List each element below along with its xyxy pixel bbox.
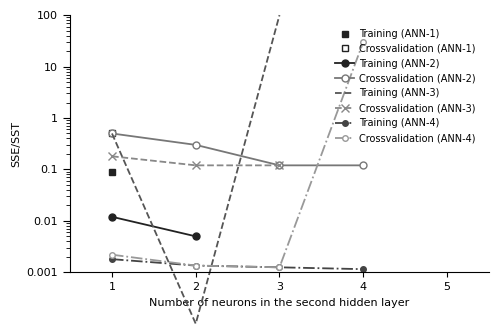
Line: Crossvalidation (ANN-4): Crossvalidation (ANN-4) <box>109 39 366 270</box>
Line: Crossvalidation (ANN-2): Crossvalidation (ANN-2) <box>108 130 366 169</box>
Training (ANN-4) <box>192 264 198 268</box>
Training (ANN-3) <box>192 322 198 326</box>
Training (ANN-4) <box>109 257 115 261</box>
Crossvalidation (ANN-4) <box>109 253 115 257</box>
Line: Crossvalidation (ANN-3): Crossvalidation (ANN-3) <box>108 152 284 170</box>
Training (ANN-2) <box>192 234 198 239</box>
Crossvalidation (ANN-4) <box>276 265 282 269</box>
Crossvalidation (ANN-2) <box>276 163 282 168</box>
Line: Training (ANN-2): Training (ANN-2) <box>108 213 199 240</box>
Training (ANN-3) <box>109 131 115 135</box>
Crossvalidation (ANN-2) <box>192 143 198 147</box>
Crossvalidation (ANN-3) <box>276 163 282 168</box>
Crossvalidation (ANN-3) <box>192 163 198 168</box>
Training (ANN-4) <box>360 267 366 271</box>
Training (ANN-4) <box>276 265 282 269</box>
Training (ANN-3) <box>276 13 282 17</box>
Line: Training (ANN-4): Training (ANN-4) <box>109 256 366 272</box>
Crossvalidation (ANN-3) <box>109 154 115 158</box>
Legend: Training (ANN-1), Crossvalidation (ANN-1), Training (ANN-2), Crossvalidation (AN: Training (ANN-1), Crossvalidation (ANN-1… <box>331 25 480 147</box>
Crossvalidation (ANN-4) <box>360 40 366 44</box>
X-axis label: Number of neurons in the second hidden layer: Number of neurons in the second hidden l… <box>150 297 410 308</box>
Line: Training (ANN-3): Training (ANN-3) <box>112 15 280 324</box>
Crossvalidation (ANN-2) <box>109 131 115 135</box>
Crossvalidation (ANN-4) <box>192 264 198 268</box>
Y-axis label: SSE/SST: SSE/SST <box>11 121 21 167</box>
Training (ANN-2) <box>109 215 115 219</box>
Crossvalidation (ANN-2) <box>360 163 366 168</box>
